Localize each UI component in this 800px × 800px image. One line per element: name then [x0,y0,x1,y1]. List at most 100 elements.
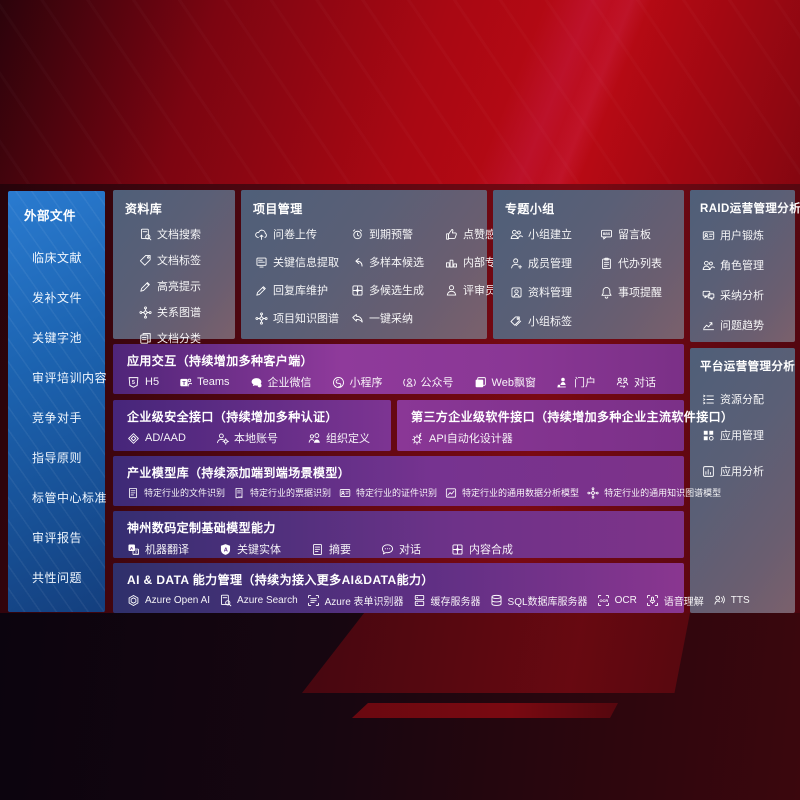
feature-item: 问卷上传 [255,226,351,242]
feature-item: 资源分配 [702,391,795,407]
feature-item: 门户 [556,374,596,390]
alarm-icon [351,228,364,241]
row-title: AI & DATA 能力管理（持续为接入更多AI&DATA能力） [127,573,434,587]
feature-item-label: 角色管理 [720,260,764,272]
feature-item: Web飘窗 [474,374,536,390]
svg-text:T: T [182,380,186,386]
aidata-items: Azure Open AI Azure Search Azure 表单识别器 缓存服务… [113,588,750,608]
feature-item: 特定行业的文件识别 [127,486,225,499]
panel-title: 平台运营管理分析 [700,361,796,373]
data-image-icon [445,487,457,499]
highlight-icon [139,280,152,293]
feature-item: 一键采纳 [351,310,445,326]
people-icon [510,228,523,241]
feature-item-label: 文档分类 [157,333,201,345]
feature-item-label: 组织定义 [325,433,370,445]
feature-item-label: 多样本候选 [369,257,424,269]
interaction-items: 5 H5 T Teams 企业微信 小程序 公众号 Web飘窗 门户 对话 [113,369,684,390]
feature-item: 采纳分析 [702,287,795,303]
cloud-up-icon [255,228,268,241]
feature-item: 缓存服务器 [413,593,481,608]
feature-item-label: 内容合成 [469,544,513,556]
feature-item-label: Azure 表单识别器 [324,597,404,608]
docs-icon [139,332,152,345]
feature-item: 角色管理 [702,257,795,273]
library-panel: 资料库 文档搜索 文档标签 高亮提示 关系图谱 文档分类 [113,190,235,345]
app-grid-icon [702,429,715,442]
feature-item-label: 用户锻炼 [720,230,764,242]
feature-item: 特定行业的票据识别 [233,486,331,499]
feature-item: 语音理解 [646,593,704,608]
feature-item: Azure Open AI [127,594,210,607]
puzzle-icon [451,543,464,556]
qa-chat-icon [702,289,715,302]
podium-icon [445,256,458,269]
feature-item: 多候选生成 [351,282,445,298]
feature-item: 应用管理 [702,427,795,443]
feature-item: 公众号 [402,374,454,390]
feature-item: 特定行业的通用数据分析模型 [445,486,579,499]
feature-item-label: 到期预警 [369,229,413,241]
receipt-icon [233,487,245,499]
feature-item-label: 事项提醒 [618,287,662,299]
feature-item-label: 公众号 [420,377,454,389]
tts-icon [713,594,726,607]
doc-search-icon [219,594,232,607]
topic-group-panel: 专题小组 小组建立 BBS 留言板 成员管理 代办列表 资料管理 事项提醒 小组标签 [493,190,684,339]
feature-item: 特定行业的证件识别 [339,486,437,499]
feature-item: 关键信息提取 [255,254,351,270]
feature-item: API自动化设计器 [411,430,513,446]
feature-item-label: SQL数据库服务器 [507,597,588,608]
svg-text:A: A [130,545,134,551]
network-icon [587,486,599,499]
feature-item: 应用分析 [702,463,795,479]
sidebar-item: 指导原则 [32,451,83,465]
feature-item-label: 小程序 [349,377,383,389]
feature-item-label: 小组建立 [528,229,572,241]
row-title: 第三方企业级软件接口（持续增加多种企业主流软件接口） [411,410,734,424]
feature-item-label: 特定行业的文件识别 [144,488,226,498]
feature-item: 关系图谱 [139,304,235,320]
network-icon [139,305,152,319]
industry-items: 特定行业的文件识别 特定行业的票据识别 特定行业的证件识别 特定行业的通用数据分析模型… [113,481,721,499]
person-plus-icon [510,257,523,270]
feature-item-label: 多候选生成 [369,285,424,297]
feature-item-label: 留言板 [618,229,651,241]
feature-item: 成员管理 [510,255,600,271]
feature-item-label: 问题趋势 [720,320,764,332]
person-gear-icon [216,432,229,445]
feature-item-label: 摘要 [329,544,351,556]
feature-item-label: 对话 [634,377,656,389]
thumb-icon [445,228,458,241]
feature-item-label: 机器翻译 [145,544,189,556]
svg-text:BBS: BBS [603,231,611,235]
feature-item-label: 文档搜索 [157,229,201,241]
web-window-icon [474,376,487,389]
feature-item-label: 特定行业的通用数据分析模型 [462,488,580,498]
feature-item-label: 企业微信 [267,377,312,389]
feature-item: 代办列表 [600,255,678,271]
feature-item-label: 关系图谱 [157,307,201,319]
sidebar-item: 发补文件 [32,291,83,305]
feature-item: TTS [713,594,750,607]
security-items: AD/AAD 本地账号 组织定义 [113,425,391,446]
row-title: 产业模型库（持续添加端到端场景模型） [127,466,351,480]
feature-item: Azure Search [219,594,298,607]
feature-item: 问题趋势 [702,317,795,333]
doc-search-icon [139,228,152,241]
feature-item-label: OCR [614,595,637,606]
feature-item-label: 关键实体 [237,544,281,556]
chat-dots-icon [381,543,394,556]
industry-model-row: 产业模型库（持续添加端到端场景模型） 特定行业的文件识别 特定行业的票据识别 特定行… [113,456,721,506]
feature-item-label: 采纳分析 [720,290,764,302]
feature-item-label: 文档标签 [157,255,201,267]
feature-item: 文档搜索 [139,226,235,242]
feature-item: 对话 [616,374,656,390]
feature-item-label: Teams [197,376,230,388]
official-icon [402,376,416,389]
feature-item-label: 特定行业的证件识别 [356,488,438,498]
portal-icon [556,376,569,389]
feature-item: 本地账号 [216,430,278,446]
svg-text:A: A [224,547,228,553]
